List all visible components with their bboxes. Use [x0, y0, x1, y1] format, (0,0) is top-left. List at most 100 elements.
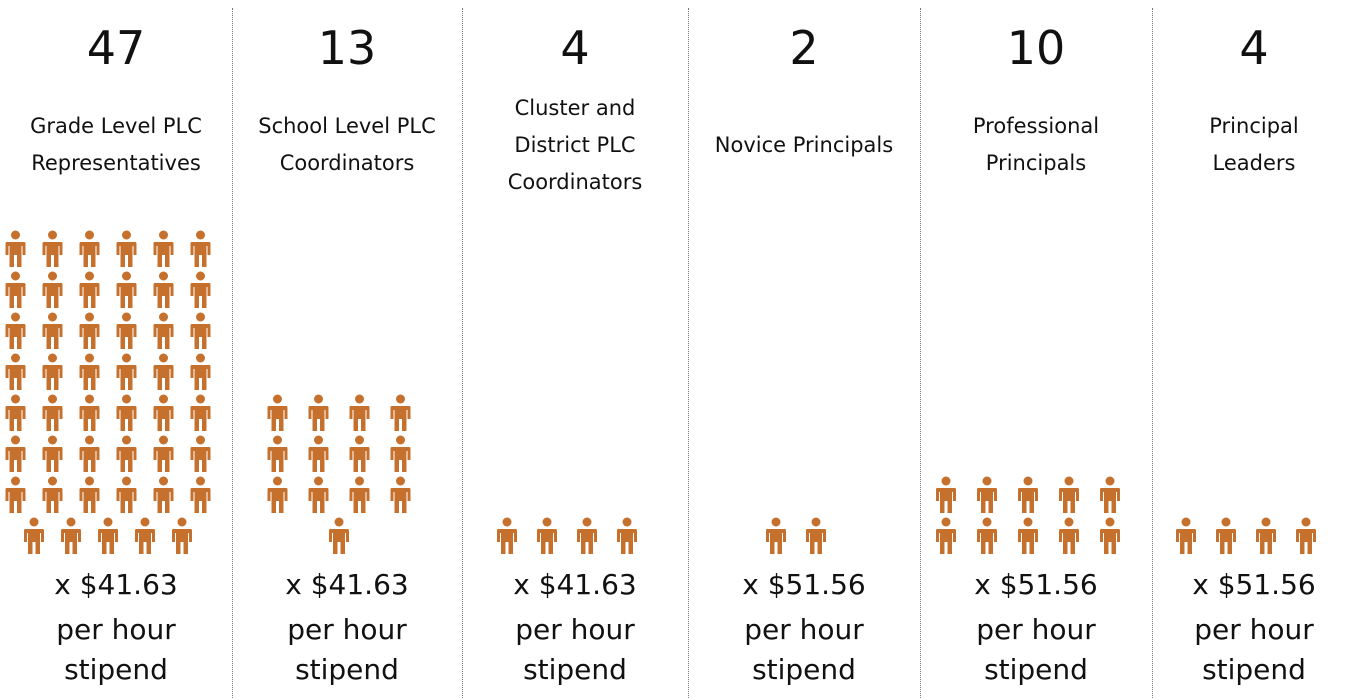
rate-note: per hour stipend [976, 613, 1096, 686]
person-icon [42, 230, 63, 267]
person-icon [116, 353, 137, 390]
rate-label: x $41.63 [54, 568, 178, 601]
person-icon [5, 394, 26, 431]
person-icon [42, 353, 63, 390]
person-icon [1100, 476, 1120, 513]
divider [920, 8, 921, 698]
person-icon [172, 517, 192, 554]
person-icon [79, 435, 100, 472]
person-icon [267, 435, 288, 472]
rate-label: x $51.56 [742, 568, 866, 601]
person-icon [349, 394, 370, 431]
rate-label: x $41.63 [513, 568, 637, 601]
person-icon [977, 476, 997, 513]
person-icon [390, 435, 411, 472]
rate-note: per hour stipend [56, 613, 176, 686]
count: 10 [1006, 21, 1066, 75]
column: 47 Grade Level PLC Representatives x $41.6… [0, 0, 232, 698]
person-icon [42, 271, 63, 308]
person-icon [190, 394, 211, 431]
person-icon [153, 435, 174, 472]
person-icon [42, 394, 63, 431]
person-icon [537, 517, 557, 554]
person-icon [1216, 517, 1236, 554]
person-icon [190, 435, 211, 472]
divider [1152, 8, 1153, 698]
person-icon [116, 476, 137, 513]
count: 4 [1239, 21, 1269, 75]
divider [688, 8, 689, 698]
icon-area [5, 230, 211, 554]
count: 4 [560, 21, 590, 75]
person-icon [79, 271, 100, 308]
rate-label: x $51.56 [1192, 568, 1316, 601]
person-icon [190, 230, 211, 267]
icon-area [936, 476, 1120, 554]
divider [232, 8, 233, 698]
icon-area [267, 394, 411, 554]
person-icon [79, 394, 100, 431]
person-icon [936, 476, 956, 513]
person-icon [5, 230, 26, 267]
rate-note: per hour stipend [287, 613, 407, 686]
person-icon [79, 312, 100, 349]
person-icon [497, 517, 517, 554]
category-label: Cluster and District PLC Coordinators [507, 95, 643, 194]
icon-area [1176, 517, 1316, 554]
column: 13 School Level PLC Coordinators x $41.63 p… [232, 0, 462, 698]
person-icon [936, 517, 956, 554]
person-icon [349, 435, 370, 472]
person-icon [766, 517, 786, 554]
person-icon [42, 435, 63, 472]
person-icon [390, 394, 411, 431]
rate-note: per hour stipend [744, 613, 864, 686]
person-icon [1018, 517, 1038, 554]
person-icon [153, 476, 174, 513]
person-icon [135, 517, 155, 554]
person-icon [190, 312, 211, 349]
person-icon [5, 271, 26, 308]
person-icon [61, 517, 81, 554]
person-icon [98, 517, 118, 554]
category-label: Novice Principals [714, 132, 894, 157]
count: 13 [317, 21, 377, 75]
person-icon [349, 476, 370, 513]
person-icon [190, 353, 211, 390]
person-icon [190, 476, 211, 513]
person-icon [5, 476, 26, 513]
icon-area [766, 517, 826, 554]
person-icon [116, 312, 137, 349]
category-label: Professional Principals [972, 114, 1100, 175]
person-icon [1059, 476, 1079, 513]
person-icon [1176, 517, 1196, 554]
divider [462, 8, 463, 698]
person-icon [267, 476, 288, 513]
person-icon [42, 312, 63, 349]
rate-note: per hour stipend [515, 613, 635, 686]
person-icon [1059, 517, 1079, 554]
rate-label: x $51.56 [974, 568, 1098, 601]
column: 2 Novice Principals x $51.56 per hour stipe… [688, 0, 920, 698]
person-icon [308, 435, 329, 472]
person-icon [5, 353, 26, 390]
person-icon [308, 476, 329, 513]
person-icon [79, 476, 100, 513]
person-icon [1296, 517, 1316, 554]
person-icon [153, 230, 174, 267]
person-icon [1256, 517, 1276, 554]
person-icon [5, 435, 26, 472]
person-icon [79, 353, 100, 390]
person-icon [390, 476, 411, 513]
icon-area [497, 517, 637, 554]
person-icon [267, 394, 288, 431]
person-icon [116, 435, 137, 472]
category-label: Grade Level PLC Representatives [30, 114, 202, 175]
person-icon [153, 353, 174, 390]
person-icon [1100, 517, 1120, 554]
person-icon [5, 312, 26, 349]
person-icon [153, 394, 174, 431]
column: 4 Principal Leaders x $51.56 per hour stipe… [1152, 0, 1356, 698]
person-icon [42, 476, 63, 513]
person-icon [577, 517, 597, 554]
